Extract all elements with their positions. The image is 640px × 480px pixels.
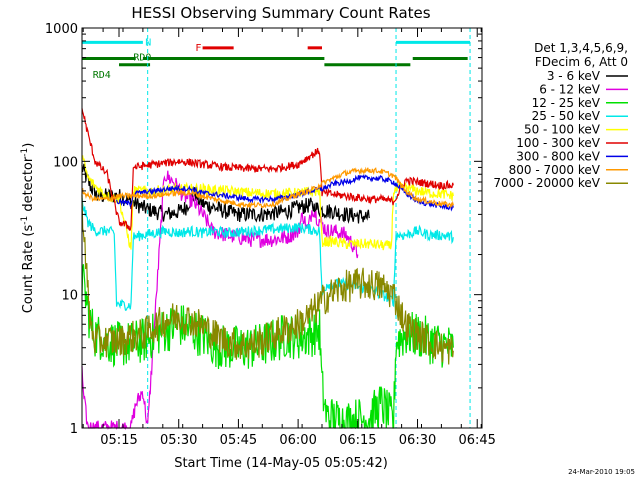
x-tick-label: 05:30 [160,433,197,448]
y-axis-ticks: 1 10 100 1000 [45,22,482,437]
x-axis-ticks: 05:15 05:30 05:45 06:00 06:15 06:30 06:45 [82,28,496,448]
legend-entry-label: 25 - 50 keV [532,109,601,123]
y-axis-label-superscript: -1 [20,216,30,225]
x-tick-label: 06:45 [458,433,495,448]
x-tick-label: 05:45 [220,433,257,448]
y-axis-label: Count Rate (s-1 detector-1) [20,143,36,314]
y-tick-label: 100 [53,155,78,170]
vertical-markers [147,28,471,428]
series-line [81,264,454,430]
legend-entry-label: 6 - 12 keV [539,82,601,96]
legend-entry-label: 100 - 300 keV [516,136,600,150]
series-line [81,194,454,365]
legend-entry-label: 3 - 6 keV [547,69,601,83]
y-axis-label-superscript: -1 [20,148,30,157]
timestamp: 24-Mar-2010 19:05 [568,468,635,476]
legend-entry-label: 12 - 25 keV [532,96,601,110]
y-tick-label: 1000 [45,22,78,37]
legend-entry-label: 800 - 7000 keV [509,163,601,177]
y-axis-label-part: ) [21,143,36,148]
annotation-label-rd0: RD0 [133,53,151,64]
series-line [81,155,454,251]
legend: Det 1,3,4,5,6,9, FDecim 6, Att 0 3 - 6 k… [493,41,628,190]
series-line [81,163,370,224]
legend-header-decimation: FDecim 6, Att 0 [535,55,628,69]
legend-header-detectors: Det 1,3,4,5,6,9, [534,41,628,55]
series-line [81,108,454,231]
legend-entry-label: 50 - 100 keV [524,123,601,137]
y-tick-label: 1 [70,422,78,437]
x-tick-label: 06:00 [279,433,316,448]
x-axis-label: Start Time (14-May-05 05:05:42) [174,456,388,471]
y-tick-label: 10 [61,289,78,304]
chart-title: HESSI Observing Summary Count Rates [131,4,430,22]
y-axis-label-part: Count Rate (s [21,225,36,314]
x-tick-label: 05:15 [100,433,137,448]
annotation-label-n: N [145,37,151,48]
y-axis-label-part: detector [21,156,36,216]
annotation-label-rd4: RD4 [93,70,111,81]
series-line [81,197,454,311]
x-tick-label: 06:30 [399,433,436,448]
annotation-label-f: F [195,43,201,54]
legend-entry-label: 7000 - 20000 keV [493,176,600,190]
series-line [81,166,454,210]
x-tick-label: 06:15 [339,433,376,448]
legend-entry-label: 300 - 800 keV [516,149,600,163]
